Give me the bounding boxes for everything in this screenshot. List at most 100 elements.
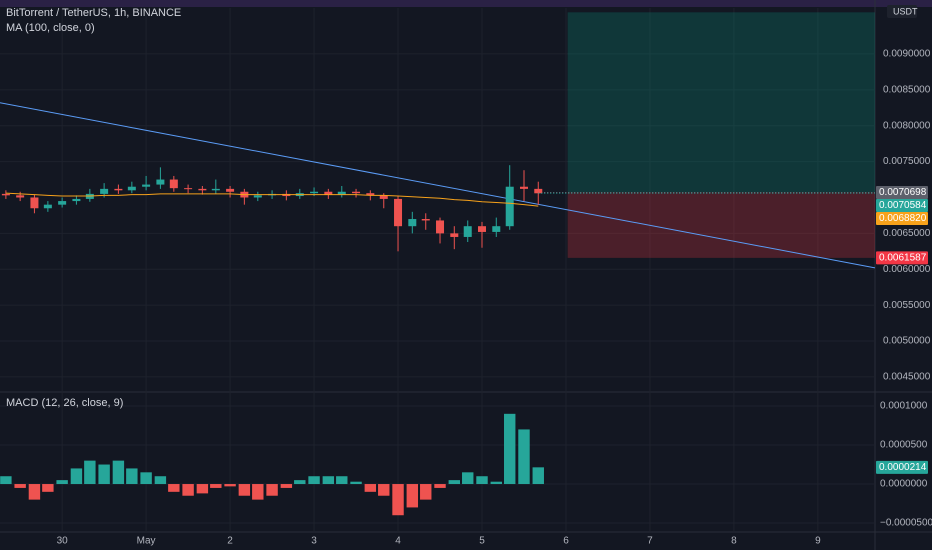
x-tick-label: 9 xyxy=(815,536,821,547)
macd-bar xyxy=(434,484,446,488)
target-zone xyxy=(567,12,875,193)
candle-body xyxy=(421,219,430,221)
x-tick-label: 2 xyxy=(227,536,233,547)
price-label-box xyxy=(876,211,928,225)
candle-body xyxy=(534,188,543,194)
macd-bar xyxy=(112,460,125,485)
macd-bar xyxy=(224,484,236,487)
candle-body xyxy=(379,195,388,199)
y-tick-label: 0.0055000 xyxy=(883,300,931,311)
y-tick-label: 0.0085000 xyxy=(883,84,931,95)
macd-bar xyxy=(378,484,390,496)
candle-body xyxy=(1,193,10,196)
macd-bar xyxy=(266,484,278,496)
trend-line xyxy=(0,102,876,269)
macd-bar xyxy=(476,476,488,485)
macd-bar xyxy=(406,484,419,508)
candle-body xyxy=(478,226,487,232)
macd-bar xyxy=(252,484,264,500)
candle-body xyxy=(72,198,81,202)
candle-body xyxy=(156,179,165,185)
candle-body xyxy=(394,198,403,227)
ma-legend: MA (100, close, 0) xyxy=(6,22,95,34)
price-label: 0.0068820 xyxy=(879,213,927,224)
macd-bar xyxy=(308,476,320,485)
candle-body xyxy=(366,193,375,196)
candle-body xyxy=(492,226,501,232)
y-tick-label: 0.0060000 xyxy=(883,264,931,275)
candle-body xyxy=(463,226,472,237)
macd-bar xyxy=(336,476,348,485)
candle-body xyxy=(436,220,445,234)
macd-bar xyxy=(154,476,167,485)
macd-bar xyxy=(280,484,293,488)
candle-body xyxy=(142,184,151,187)
macd-bar xyxy=(364,484,377,492)
currency-box xyxy=(887,5,917,18)
y-tick-label: −0.0000500 xyxy=(880,518,932,529)
ma-line xyxy=(5,192,539,207)
price-label-box xyxy=(876,251,928,265)
macd-bar xyxy=(84,460,96,485)
candle-body xyxy=(30,197,39,209)
y-tick-label: 0.0045000 xyxy=(883,372,931,383)
y-tick-label: 0.0065000 xyxy=(883,228,931,239)
macd-bar xyxy=(196,484,209,494)
macd-bar xyxy=(210,484,222,488)
macd-last-label: 0.0000214 xyxy=(879,462,927,473)
macd-bar xyxy=(518,429,530,485)
candle-body xyxy=(169,179,178,189)
x-tick-label: 4 xyxy=(395,536,401,547)
y-tick-label: 0.0080000 xyxy=(883,120,931,131)
macd-bar xyxy=(14,484,26,488)
macd-bar xyxy=(126,468,138,485)
macd-bar xyxy=(28,484,41,500)
macd-bar xyxy=(350,481,362,485)
candle-body xyxy=(408,219,417,227)
candle-body xyxy=(324,191,333,195)
candle-body xyxy=(519,186,528,189)
macd-bar xyxy=(532,467,544,485)
macd-bar xyxy=(504,413,516,485)
macd-bar xyxy=(238,484,251,496)
x-tick-label: 8 xyxy=(731,536,737,547)
candle-body xyxy=(337,191,346,195)
macd-bar xyxy=(140,472,152,485)
candle-body xyxy=(450,233,459,237)
price-label-box xyxy=(876,185,928,199)
candle-body xyxy=(43,204,52,209)
macd-bar xyxy=(98,464,110,485)
macd-bar xyxy=(0,476,12,485)
macd-bar xyxy=(392,484,404,516)
x-tick-label: May xyxy=(137,536,156,547)
price-label: 0.0061587 xyxy=(879,253,927,264)
macd-legend: MACD (12, 26, close, 9) xyxy=(6,397,123,409)
candle-body xyxy=(127,186,136,191)
macd-bar xyxy=(448,480,461,485)
stop-zone xyxy=(567,192,875,258)
top-bar xyxy=(0,0,932,7)
currency: USDT xyxy=(893,6,918,16)
y-tick-label: 0.0001000 xyxy=(880,401,928,412)
price-label: 0.0070698 xyxy=(879,187,927,198)
macd-bar xyxy=(420,484,432,500)
candle-body xyxy=(114,188,123,191)
candle-body xyxy=(211,188,220,191)
macd-bar xyxy=(322,476,335,485)
candle-body xyxy=(253,195,262,198)
macd-bar xyxy=(70,468,83,485)
macd-last-label-box xyxy=(876,460,928,474)
candle-body xyxy=(16,195,25,198)
candle-body xyxy=(310,191,319,194)
x-tick-label: 6 xyxy=(563,536,569,547)
macd-bar xyxy=(56,480,68,485)
macd-bar xyxy=(490,481,502,485)
y-tick-label: 0.0000000 xyxy=(880,479,928,490)
y-tick-label: 0.0090000 xyxy=(883,49,931,60)
candle-body xyxy=(226,188,235,192)
y-tick-label: 0.0075000 xyxy=(883,156,931,167)
macd-bar xyxy=(294,480,306,485)
chart-title: BitTorrent / TetherUS, 1h, BINANCE xyxy=(6,7,181,19)
